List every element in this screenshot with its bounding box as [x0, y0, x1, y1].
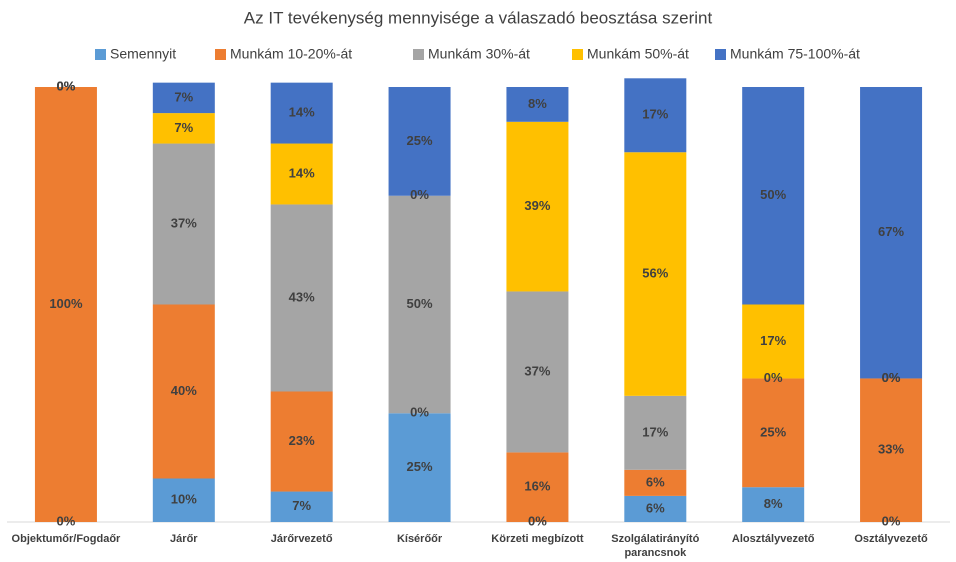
bar-segment: [388, 413, 451, 522]
data-label: 0%: [882, 370, 901, 385]
x-tick-label: Járőr: [170, 533, 198, 545]
x-tick-label: Körzeti megbízott: [491, 533, 584, 545]
bar-segment: [506, 87, 569, 122]
data-label: 17%: [642, 424, 668, 439]
data-label: 23%: [289, 433, 315, 448]
legend-label: Munkám 10-20%-át: [230, 46, 352, 62]
bar-segment: [624, 78, 687, 153]
data-label: 50%: [760, 187, 786, 202]
x-tick-label: Kísérőőr: [396, 533, 443, 545]
bar-segment: [270, 491, 333, 522]
data-label: 10%: [171, 492, 197, 507]
x-tick-label: Osztályvezető: [854, 533, 928, 545]
data-label: 0%: [882, 370, 901, 385]
data-label: 0%: [57, 513, 76, 528]
legend-swatch: [215, 49, 226, 60]
data-label: 56%: [642, 265, 668, 280]
data-label: 25%: [407, 133, 433, 148]
bar-segment: [152, 143, 215, 305]
legend-label: Munkám 30%-át: [428, 46, 530, 62]
data-label: 17%: [642, 107, 668, 122]
data-label: 0%: [410, 405, 429, 420]
data-label: 25%: [407, 459, 433, 474]
bar-segment: [270, 204, 333, 392]
bar-segment: [624, 152, 687, 396]
bar-segment: [152, 478, 215, 522]
bar-segment: [624, 395, 687, 470]
bar-segment: [270, 391, 333, 492]
legend-swatch: [572, 49, 583, 60]
legend-swatch: [715, 49, 726, 60]
data-label: 0%: [57, 78, 76, 93]
x-tick-label: Alosztályvezető: [731, 533, 815, 545]
data-label: 14%: [289, 165, 315, 180]
bar-segment: [152, 304, 215, 479]
bar-segment: [388, 195, 451, 414]
legend-label: Munkám 75-100%-át: [730, 46, 860, 62]
data-label: 50%: [407, 296, 433, 311]
data-label: 7%: [292, 498, 311, 513]
bar-segment: [388, 87, 451, 196]
data-label: 7%: [174, 89, 193, 104]
legend-label: Semennyit: [110, 46, 176, 62]
data-label: 0%: [410, 187, 429, 202]
data-label: 0%: [764, 370, 783, 385]
data-label: 25%: [760, 424, 786, 439]
bar-segment: [742, 378, 805, 488]
bar-segment: [506, 452, 569, 522]
data-label: 7%: [174, 120, 193, 135]
bar-segment: [506, 121, 569, 292]
legend-label: Munkám 50%-át: [587, 46, 689, 62]
data-label: 67%: [878, 224, 904, 239]
data-label: 14%: [289, 105, 315, 120]
data-label: 0%: [57, 78, 76, 93]
bar-segment: [270, 143, 333, 205]
bar-segment: [624, 469, 687, 496]
x-tick-label: Objektumőr/Fogdaőr: [11, 533, 121, 545]
legend-swatch: [413, 49, 424, 60]
data-label: 33%: [878, 442, 904, 457]
bar-segment: [742, 87, 805, 305]
data-label: 6%: [646, 474, 665, 489]
bar-segment: [152, 113, 215, 144]
bar-segment: [742, 487, 805, 522]
bar-segment: [34, 87, 97, 522]
data-label: 8%: [764, 496, 783, 511]
data-label: 6%: [646, 500, 665, 515]
data-label: 16%: [524, 479, 550, 494]
bar-segment: [270, 82, 333, 144]
data-label: 40%: [171, 383, 197, 398]
x-tick-label: Szolgálatirányító parancsnok: [611, 533, 700, 559]
data-label: 37%: [171, 215, 197, 230]
data-label: 39%: [524, 198, 550, 213]
bar-segment: [860, 378, 923, 522]
bar-segment: [742, 304, 805, 379]
data-label: 37%: [524, 363, 550, 378]
data-label: 0%: [57, 78, 76, 93]
data-label: 0%: [882, 513, 901, 528]
x-tick-label: Járőrvezető: [270, 533, 333, 545]
bar-segment: [860, 87, 923, 379]
chart-title: Az IT tevékenység mennyisége a válaszadó…: [244, 8, 713, 27]
bar-segment: [152, 82, 215, 114]
data-label: 100%: [49, 296, 83, 311]
data-label: 8%: [528, 96, 547, 111]
data-label: 0%: [528, 513, 547, 528]
bar-segment: [506, 291, 569, 453]
bar-segment: [624, 495, 687, 522]
data-label: 17%: [760, 333, 786, 348]
legend-swatch: [95, 49, 106, 60]
data-label: 43%: [289, 289, 315, 304]
